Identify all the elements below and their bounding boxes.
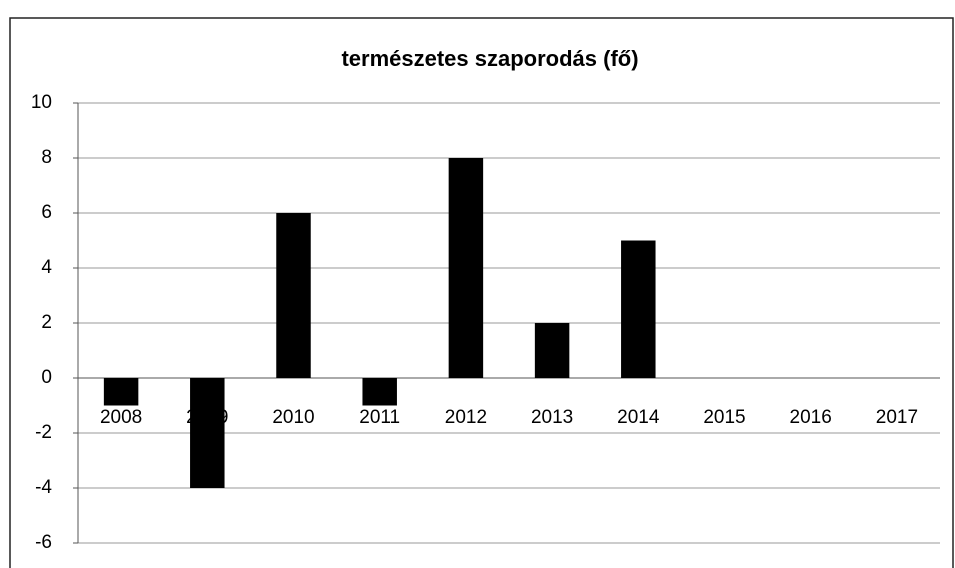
bar [621,240,656,378]
y-tick-label: -6 [35,532,52,553]
y-tick-label: -4 [35,477,52,498]
x-tick-label: 2010 [272,407,314,428]
y-tick-label: 2 [41,312,52,333]
x-tick-label: 2012 [445,407,487,428]
x-tick-label: 2011 [359,407,400,428]
bar [448,158,484,378]
chart-title: természetes szaporodás (fő) [341,46,638,71]
x-tick-label: 2016 [790,407,832,428]
bar [190,378,225,488]
x-tick-label: 2013 [531,407,573,428]
y-tick-label: 10 [31,92,52,113]
y-tick-label: 6 [41,202,52,223]
x-tick-label: 2017 [876,407,918,428]
bar [276,213,311,378]
bar [534,323,570,378]
y-tick-label: -2 [35,422,52,443]
y-tick-label: 8 [41,147,52,168]
bar [362,378,397,406]
y-tick-label: 0 [41,367,52,388]
bar [103,378,139,406]
x-tick-label: 2014 [617,407,660,428]
y-tick-label: 4 [41,257,52,278]
x-tick-label: 2009 [186,407,228,428]
x-tick-label: 2008 [100,407,142,428]
x-tick-label: 2015 [703,407,745,428]
